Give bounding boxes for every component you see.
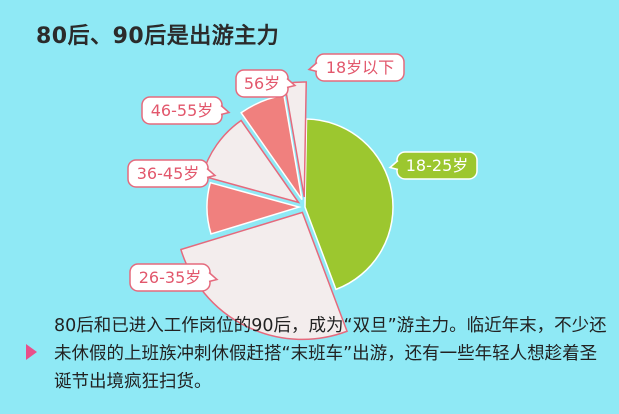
- description-text: 80后和已进入工作岗位的90后，成为“双旦”游主力。临近年末，不少还未休假的上班…: [54, 316, 607, 392]
- slice-label-pointer-0: [388, 159, 399, 171]
- slice-label-pointer-2: [206, 167, 217, 179]
- page-title: 80后、90后是出游主力: [36, 24, 280, 49]
- slice-label-text-5: 18岁以下: [326, 58, 394, 77]
- slice-label-0: 18-25岁: [388, 151, 478, 180]
- slice-label-text-2: 36-45岁: [137, 164, 200, 183]
- slice-label-3: 46-55岁: [141, 96, 231, 125]
- slice-label-text-3: 46-55岁: [151, 101, 214, 120]
- slice-label-2: 36-45岁: [127, 159, 217, 188]
- slice-label-pointer-3: [220, 104, 231, 116]
- slice-label-5: 18岁以下: [307, 53, 405, 82]
- slice-label-text-0: 18-25岁: [406, 156, 469, 175]
- slice-label-4: 56岁: [235, 69, 297, 98]
- slice-label-text-4: 56岁: [244, 74, 280, 93]
- slice-label-text-1: 26-35岁: [139, 268, 202, 287]
- slice-label-pointer-5: [307, 61, 318, 73]
- pie-slice-0: [304, 118, 394, 291]
- slice-label-1: 26-35岁: [129, 263, 219, 292]
- slice-label-pointer-4: [286, 77, 297, 89]
- pie-slice-2: [206, 181, 302, 235]
- slice-label-pointer-1: [208, 271, 219, 283]
- bullet-arrow-icon: [26, 344, 37, 360]
